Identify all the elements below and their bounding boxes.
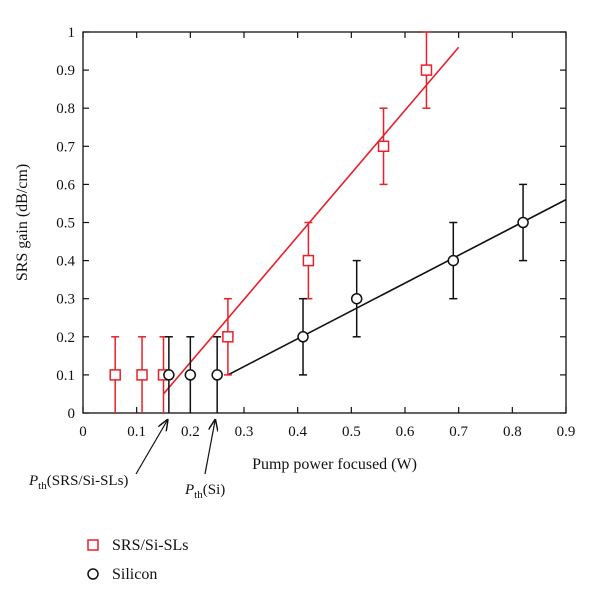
x-axis-label: Pump power focused (W): [252, 456, 417, 473]
silicon-point: [163, 369, 175, 381]
srs-point: [222, 331, 234, 343]
x-tick-label: 0.2: [181, 424, 200, 440]
legend-silicon-label: Silicon: [112, 566, 157, 583]
srs-point: [136, 369, 148, 381]
y-tick-label: 0: [68, 406, 76, 422]
y-tick-label: 0.7: [56, 139, 75, 155]
x-tick-label: 0: [79, 424, 87, 440]
y-tick-label: 0.3: [56, 292, 75, 308]
legend-srs-label: SRS/Si-SLs: [112, 537, 188, 554]
threshold-arrow: [135, 420, 168, 475]
silicon-point: [350, 292, 363, 305]
srs-point: [420, 64, 433, 76]
threshold-label: Pth(Si): [184, 482, 225, 501]
silicon-fit-line: [227, 198, 567, 376]
x-tick-label: 0.7: [449, 424, 468, 440]
x-tick-label: 0.3: [235, 424, 254, 440]
x-tick-label: 0.4: [288, 424, 307, 440]
srs-point: [302, 254, 315, 267]
threshold-arrow: [204, 420, 215, 475]
silicon-point: [447, 254, 460, 267]
silicon-point: [297, 331, 309, 343]
y-axis-label: SRS gain (dB/cm): [14, 164, 31, 281]
plot-frame: [82, 31, 567, 414]
y-tick-label: 0.2: [56, 330, 75, 346]
silicon-point: [184, 369, 197, 381]
x-tick-label: 0.9: [557, 424, 576, 440]
silicon-point: [211, 369, 223, 381]
x-tick-label: 0.5: [342, 424, 361, 440]
y-tick-label: 0.9: [56, 63, 75, 79]
legend-silicon-marker: [87, 568, 99, 580]
x-tick-label: 0.8: [503, 424, 522, 440]
y-tick-label: 0.6: [56, 177, 75, 193]
threshold-label: Pth(SRS/Si-SLs): [28, 473, 128, 492]
legend-srs-marker: [87, 539, 99, 551]
y-tick-label: 0.1: [56, 368, 75, 384]
y-tick-label: 0.4: [56, 254, 75, 270]
y-tick-label: 1: [68, 25, 76, 41]
srs-point: [377, 140, 390, 153]
x-tick-label: 0.6: [396, 424, 415, 440]
srs-point: [109, 369, 121, 381]
y-tick-label: 0.8: [56, 101, 75, 117]
y-tick-label: 0.5: [56, 216, 75, 232]
x-tick-label: 0.1: [127, 424, 146, 440]
silicon-point: [517, 216, 529, 229]
srs-fit-line: [162, 46, 460, 395]
